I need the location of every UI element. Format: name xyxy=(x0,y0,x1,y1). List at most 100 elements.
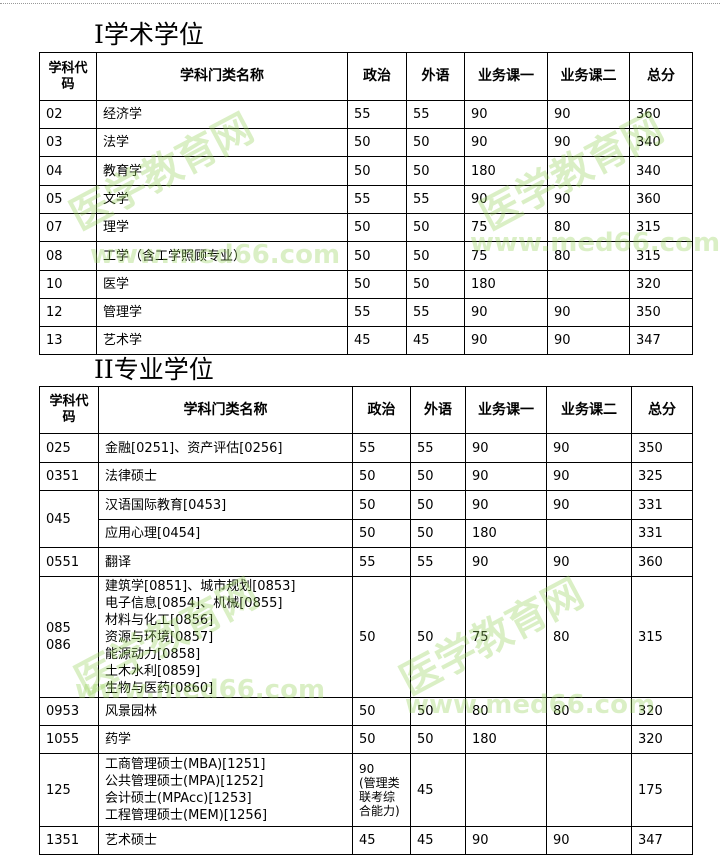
table-row: 0953 风景园林 50 50 80 80 320 xyxy=(39,697,693,726)
cell-course2 xyxy=(547,270,630,299)
cell-name: 医学 xyxy=(96,270,348,299)
cell-name: 金融[0251]、资产评估[0256] xyxy=(98,433,353,463)
cell-total: 331 xyxy=(631,519,693,548)
cell-total: 315 xyxy=(631,576,693,698)
header-course1: 业务课一 xyxy=(464,52,548,101)
header-code: 学科代码 xyxy=(39,52,97,101)
cell-course1: 90 xyxy=(465,462,547,491)
cell-code: 05 xyxy=(39,185,97,214)
cell-language: 55 xyxy=(406,185,465,214)
cell-name: 药学 xyxy=(98,725,353,754)
cell-course2 xyxy=(546,519,632,548)
cell-course2: 90 xyxy=(547,326,630,355)
table-row: 08 工学（含工学照顾专业） 50 50 75 80 315 xyxy=(39,241,693,271)
cell-code: 12 xyxy=(39,298,97,327)
cell-code: 0351 xyxy=(39,462,99,491)
cell-total: 325 xyxy=(631,462,693,491)
cell-politics: 50 xyxy=(347,213,407,242)
cell-course1: 75 xyxy=(465,576,547,698)
cell-course1: 90 xyxy=(465,547,547,577)
header-row: 学科代码 学科门类名称 政治 外语 业务课一 业务课二 总分 xyxy=(39,52,693,101)
cell-language: 55 xyxy=(406,298,465,327)
cell-course1: 90 xyxy=(464,298,548,327)
cell-name: 法律硕士 xyxy=(98,462,353,491)
cell-name: 汉语国际教育[0453] xyxy=(98,490,353,520)
table-row: 07 理学 50 50 75 80 315 xyxy=(39,213,693,242)
table-row: 03 法学 50 50 90 90 340 xyxy=(39,128,693,157)
cell-course2: 90 xyxy=(547,100,630,129)
cell-total: 315 xyxy=(629,241,693,271)
cell-politics: 55 xyxy=(347,298,407,327)
cell-total: 340 xyxy=(629,156,693,186)
cell-course1: 90 xyxy=(465,826,547,855)
cell-code: 125 xyxy=(39,753,99,827)
cell-politics: 50 xyxy=(352,490,411,520)
cell-course1: 90 xyxy=(464,128,548,157)
table-row: 12 管理学 55 55 90 90 350 xyxy=(39,298,693,327)
header-course2: 业务课二 xyxy=(546,386,632,434)
cell-name: 文学 xyxy=(96,185,348,214)
cell-language: 50 xyxy=(410,725,466,754)
cell-politics: 90 (管理类联考综合能力) xyxy=(352,753,411,827)
header-total: 总分 xyxy=(631,386,693,434)
cell-politics: 45 xyxy=(347,326,407,355)
cell-name: 法学 xyxy=(96,128,348,157)
cell-course1: 180 xyxy=(464,156,548,186)
cell-course1: 80 xyxy=(465,697,547,726)
cell-language: 55 xyxy=(410,547,466,577)
table-row: 05 文学 55 55 90 90 360 xyxy=(39,185,693,214)
cell-name: 应用心理[0454] xyxy=(98,519,353,548)
cell-politics: 55 xyxy=(352,547,411,577)
cell-code: 03 xyxy=(39,128,97,157)
cell-language: 50 xyxy=(406,213,465,242)
cell-politics: 50 xyxy=(352,576,411,698)
cell-course2: 80 xyxy=(546,697,632,726)
cell-name: 管理学 xyxy=(96,298,348,327)
cell-language: 45 xyxy=(410,753,466,827)
cell-language: 50 xyxy=(410,490,466,520)
section-title-academic: I学术学位 xyxy=(94,20,204,49)
cell-course1: 90 xyxy=(465,433,547,463)
cell-politics: 50 xyxy=(347,128,407,157)
cell-total: 350 xyxy=(631,433,693,463)
cell-politics: 50 xyxy=(347,241,407,271)
cell-total: 350 xyxy=(629,298,693,327)
cell-code: 025 xyxy=(39,433,99,463)
cell-course2: 90 xyxy=(546,826,632,855)
cell-course1: 180 xyxy=(464,270,548,299)
header-politics: 政治 xyxy=(352,386,411,434)
cell-language: 50 xyxy=(410,576,466,698)
header-row: 学科代码 学科门类名称 政治 外语 业务课一 业务课二 总分 xyxy=(39,386,693,434)
cell-language: 50 xyxy=(406,270,465,299)
cell-name: 建筑学[0851]、城市规划[0853] 电子信息[0854]、机械[0855]… xyxy=(98,576,353,698)
cell-name: 工商管理硕士(MBA)[1251] 公共管理硕士(MPA)[1252] 会计硕士… xyxy=(98,753,353,827)
cell-name: 艺术学 xyxy=(96,326,348,355)
cell-total: 320 xyxy=(629,270,693,299)
table-row: 125 工商管理硕士(MBA)[1251] 公共管理硕士(MPA)[1252] 会… xyxy=(39,753,693,827)
table-row: 1351 艺术硕士 45 45 90 90 347 xyxy=(39,826,693,855)
cell-total: 347 xyxy=(629,326,693,355)
cell-course2: 90 xyxy=(547,185,630,214)
table-row: 应用心理[0454] 50 50 180 331 xyxy=(40,519,693,548)
cell-politics: 55 xyxy=(347,100,407,129)
cell-course2 xyxy=(546,753,632,827)
cell-course2: 90 xyxy=(547,128,630,157)
cell-name: 翻译 xyxy=(98,547,353,577)
table-row: 045 汉语国际教育[0453] 50 50 90 90 331 xyxy=(39,490,693,548)
cell-politics: 55 xyxy=(352,433,411,463)
cell-course2: 90 xyxy=(546,547,632,577)
header-course1: 业务课一 xyxy=(465,386,547,434)
cell-course1: 180 xyxy=(465,519,547,548)
header-name: 学科门类名称 xyxy=(98,386,353,434)
cell-total: 347 xyxy=(631,826,693,855)
cell-course1: 90 xyxy=(465,490,547,520)
cell-course2: 90 xyxy=(546,433,632,463)
header-course2: 业务课二 xyxy=(547,52,630,101)
cell-language: 50 xyxy=(406,241,465,271)
cell-course1: 180 xyxy=(465,725,547,754)
cell-course2: 80 xyxy=(546,576,632,698)
cell-code: 10 xyxy=(39,270,97,299)
cell-language: 50 xyxy=(410,697,466,726)
cell-course2: 90 xyxy=(546,462,632,491)
academic-degree-table: 学科代码 学科门类名称 政治 外语 业务课一 业务课二 总分 02 经济学 55 55 90 90 360… xyxy=(39,52,693,355)
